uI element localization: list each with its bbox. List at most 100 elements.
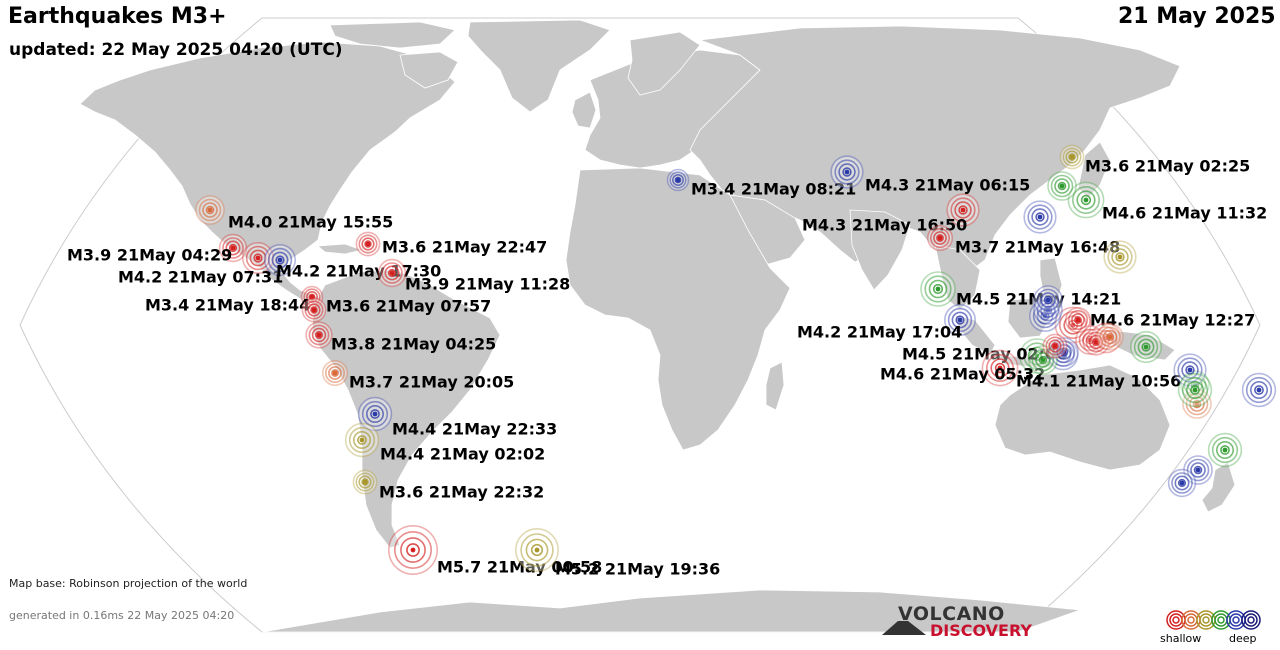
- quake-epicenter-dot: [1059, 183, 1065, 189]
- quake-epicenter-dot: [1107, 334, 1113, 340]
- quake-ring: [1099, 326, 1121, 348]
- quake-ring: [364, 240, 372, 248]
- quake-label: M4.6 21May 11:32: [1102, 204, 1267, 223]
- earthquake-marker[interactable]: [344, 422, 380, 458]
- earthquake-marker[interactable]: [943, 303, 976, 336]
- quake-ring: [1076, 190, 1096, 210]
- earthquake-marker[interactable]: [321, 359, 348, 386]
- earthquake-marker[interactable]: [1059, 144, 1085, 170]
- quake-ring: [271, 251, 289, 269]
- quake-epicenter-dot: [957, 317, 963, 323]
- india-land: [849, 209, 911, 291]
- quake-ring: [525, 538, 549, 562]
- quake-ring: [1031, 208, 1049, 226]
- quake-ring: [928, 279, 948, 299]
- logo-text-volcano: VOLCANO: [898, 603, 1005, 625]
- africa-land: [565, 167, 791, 451]
- earthquake-marker[interactable]: [666, 168, 690, 192]
- quake-epicenter-dot: [1045, 297, 1051, 303]
- quake-ring: [361, 400, 389, 428]
- quake-ring: [530, 543, 544, 557]
- legend-ring: [1247, 616, 1255, 624]
- earthquake-marker[interactable]: [1207, 432, 1243, 468]
- quake-label: M3.6 21May 22:32: [379, 483, 544, 502]
- earthquake-marker[interactable]: [1033, 285, 1063, 315]
- earthquake-marker[interactable]: [242, 242, 275, 275]
- earthquake-marker[interactable]: [830, 155, 864, 189]
- quake-label: M3.4 21May 08:21: [691, 180, 856, 199]
- quake-ring: [1054, 178, 1070, 194]
- quake-ring: [1141, 342, 1151, 352]
- earthquake-marker[interactable]: [1130, 330, 1163, 363]
- earthquake-marker[interactable]: [352, 469, 378, 495]
- earthquake-marker[interactable]: [920, 271, 956, 307]
- quake-epicenter-dot: [362, 479, 368, 485]
- quake-ring: [198, 198, 222, 222]
- quake-label: M4.5 21May 14:21: [956, 290, 1121, 309]
- quake-epicenter-dot: [1069, 154, 1075, 160]
- earthquake-marker[interactable]: [355, 231, 381, 257]
- quake-ring: [352, 430, 371, 449]
- earthquake-marker[interactable]: [301, 297, 327, 323]
- quake-ring: [275, 255, 285, 265]
- quake-label: M3.8 21May 04:25: [331, 335, 496, 354]
- arctic-islands-land: [329, 21, 456, 49]
- earthquake-marker[interactable]: [1047, 171, 1077, 201]
- quake-epicenter-dot: [935, 286, 941, 292]
- earthquake-marker[interactable]: [514, 527, 559, 572]
- earthquake-marker[interactable]: [1167, 468, 1197, 498]
- earthquake-marker[interactable]: [263, 244, 296, 277]
- quake-label: M4.3 21May 06:15: [865, 176, 1030, 195]
- earthquake-marker[interactable]: [1096, 323, 1124, 351]
- quake-epicenter-dot: [365, 241, 371, 247]
- japan-land: [1077, 141, 1111, 199]
- earthquake-marker[interactable]: [1241, 372, 1277, 408]
- quake-ring: [202, 202, 218, 218]
- quake-epicenter-dot: [309, 294, 315, 300]
- earthquake-marker[interactable]: [195, 195, 225, 225]
- earthquake-marker[interactable]: [946, 193, 980, 227]
- legend-ring: [1217, 616, 1225, 624]
- earthquake-marker[interactable]: [357, 396, 393, 432]
- earthquake-marker[interactable]: [1177, 372, 1213, 408]
- earthquake-marker[interactable]: [1023, 200, 1057, 234]
- earthquake-marker[interactable]: [377, 258, 407, 288]
- quake-epicenter-dot: [311, 307, 317, 313]
- quake-ring: [1050, 174, 1074, 198]
- borneo-land: [1007, 297, 1051, 339]
- quake-ring: [985, 353, 1014, 382]
- quake-ring: [929, 228, 950, 249]
- earthquake-marker[interactable]: [1067, 181, 1105, 219]
- legend-ring: [1202, 616, 1210, 624]
- quake-ring: [1074, 316, 1082, 324]
- quake-ring: [307, 303, 321, 317]
- quake-epicenter-dot: [1192, 387, 1198, 393]
- quake-label: M4.0 21May 15:55: [228, 213, 393, 232]
- quake-epicenter-dot: [960, 207, 966, 213]
- quake-ring: [1185, 365, 1195, 375]
- quake-ring: [954, 201, 972, 219]
- quake-epicenter-dot: [1083, 197, 1089, 203]
- earthquake-marker[interactable]: [1103, 240, 1137, 274]
- quake-ring: [1092, 337, 1101, 346]
- quake-ring: [674, 176, 682, 184]
- quake-ring: [384, 265, 400, 281]
- volcano-discovery-logo[interactable]: VOLCANO DISCOVERY: [880, 603, 1040, 643]
- earthquake-marker[interactable]: [1082, 328, 1110, 356]
- australia-land: [994, 364, 1171, 471]
- earthquake-marker[interactable]: [1065, 306, 1092, 333]
- quake-label: M3.6 21May 22:47: [382, 238, 547, 257]
- antarctica-land: [261, 589, 1081, 633]
- earthquake-marker[interactable]: [305, 321, 333, 349]
- earthquake-marker[interactable]: [387, 524, 438, 575]
- quake-ring: [225, 240, 241, 256]
- quake-ring: [1035, 212, 1045, 222]
- earthquake-marker[interactable]: [1042, 333, 1068, 359]
- quake-ring: [253, 253, 263, 263]
- earthquake-marker[interactable]: [218, 233, 248, 263]
- quake-epicenter-dot: [1256, 387, 1262, 393]
- earthquake-marker[interactable]: [981, 349, 1019, 387]
- madagascar-land: [765, 361, 785, 411]
- earthquake-marker[interactable]: [926, 225, 953, 252]
- earthquake-marker[interactable]: [1183, 455, 1213, 485]
